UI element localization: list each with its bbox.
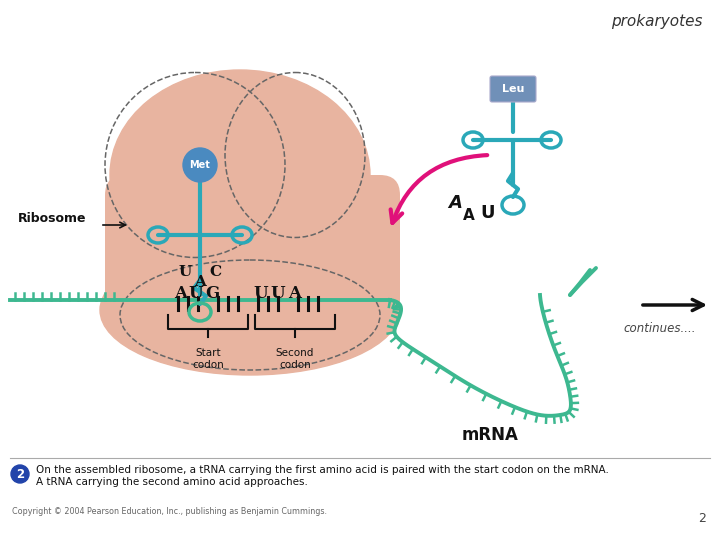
Circle shape [183,148,217,182]
Text: U: U [480,204,495,222]
Text: A: A [194,275,206,289]
Text: U: U [253,285,269,301]
Text: 2: 2 [16,468,24,481]
Text: continues....: continues.... [624,322,696,335]
Circle shape [11,465,29,483]
Text: prokaryotes: prokaryotes [611,14,703,29]
Text: A: A [448,194,462,212]
Text: U: U [179,265,192,279]
Ellipse shape [110,70,370,280]
FancyBboxPatch shape [105,175,400,335]
Ellipse shape [100,245,400,375]
Text: G: G [205,285,219,301]
Text: A: A [174,285,187,301]
Text: A: A [289,285,302,301]
Text: A: A [463,208,474,223]
Text: Met: Met [189,160,210,170]
Text: Second
codon: Second codon [276,348,314,369]
Text: mRNA: mRNA [462,426,518,444]
Text: U: U [189,285,203,301]
Text: U: U [271,285,285,301]
FancyBboxPatch shape [490,76,536,102]
Text: 2: 2 [698,512,706,525]
Text: Copyright © 2004 Pearson Education, Inc., publishing as Benjamin Cummings.: Copyright © 2004 Pearson Education, Inc.… [12,507,327,516]
Text: On the assembled ribosome, a tRNA carrying the first amino acid is paired with t: On the assembled ribosome, a tRNA carryi… [36,465,609,487]
Text: Ribosome: Ribosome [18,212,86,225]
Text: Leu: Leu [502,84,524,94]
Text: Start
codon: Start codon [192,348,224,369]
Text: C: C [209,265,221,279]
